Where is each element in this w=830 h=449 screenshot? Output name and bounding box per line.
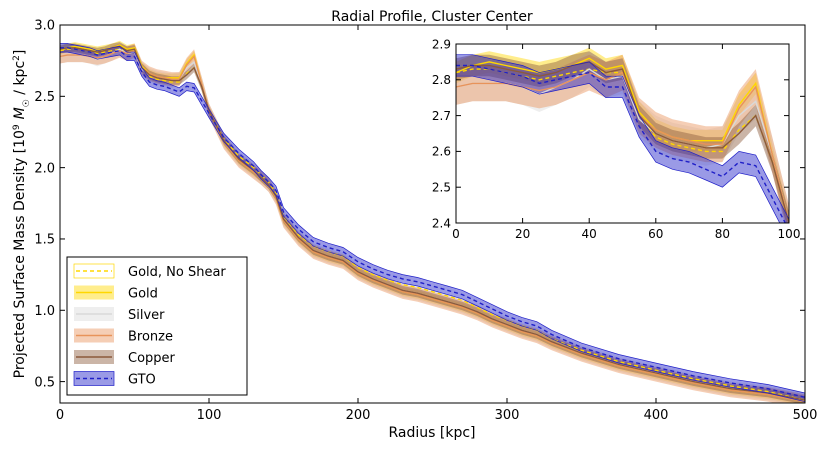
inset-y-tick-label: 2.9 — [432, 37, 451, 51]
legend: Gold, No Shear Gold Silver Bronze Copper GTO — [66, 256, 248, 396]
inset-line-copper — [456, 61, 789, 223]
inset-chart: 0 20 40 60 80 100 2.4 2.5 2.6 2.7 2.8 2.9 — [432, 37, 801, 241]
main-band-edge-gto — [60, 43, 805, 394]
inset-y-tick-label: 2.4 — [432, 216, 451, 230]
legend-frame — [66, 256, 248, 396]
y-axis-label-end: ] — [12, 50, 28, 55]
inset-x-tick-label: 80 — [715, 227, 730, 241]
inset-band-copper — [456, 51, 789, 223]
y-axis-label-msun: M — [12, 107, 28, 119]
inset-x-tick-label: 0 — [452, 227, 460, 241]
main-x-tick-label: 200 — [346, 408, 371, 423]
inset-band-edge-gto — [456, 54, 789, 220]
inset-band-bronze — [456, 54, 789, 223]
main-band-edge-gto — [60, 51, 805, 402]
inset-y-tick-label: 2.5 — [432, 181, 451, 195]
legend-swatch-frame-gold-no-shear — [73, 263, 115, 279]
main-x-tick-label: 0 — [56, 408, 64, 423]
main-y-tick-label: 2.0 — [34, 161, 55, 176]
main-x-tick-label: 100 — [197, 408, 222, 423]
legend-label-gold: Gold — [128, 287, 158, 302]
inset-series-lines — [456, 54, 789, 223]
y-axis-label-sun: ☉ — [22, 99, 32, 107]
inset-y-axis: 2.4 2.5 2.6 2.7 2.8 2.9 — [432, 37, 789, 230]
main-y-tick-label: 0.5 — [34, 375, 55, 390]
inset-line-gold — [456, 57, 789, 223]
legend-label-silver: Silver — [128, 308, 165, 323]
inset-x-axis: 0 20 40 60 80 100 — [452, 44, 800, 241]
x-axis-label: Radius [kpc] — [388, 425, 475, 441]
main-y-axis: 0.5 1.0 1.5 2.0 2.5 3.0 — [34, 19, 805, 390]
main-x-tick-label: 400 — [644, 408, 669, 423]
inset-y-tick-label: 2.8 — [432, 73, 451, 87]
inset-band-edge-gto — [456, 75, 781, 223]
main-x-axis: 0 100 200 300 400 500 — [56, 25, 818, 423]
legend-label-copper: Copper — [128, 351, 176, 366]
main-x-tick-label: 500 — [793, 408, 818, 423]
legend-label-gold-no-shear: Gold, No Shear — [128, 265, 226, 280]
y-axis-label-main: Projected Surface Mass Density [10 — [12, 130, 28, 378]
inset-x-tick-label: 20 — [515, 227, 530, 241]
y-axis-label-unit: / kpc — [12, 61, 28, 99]
inset-y-tick-label: 2.6 — [432, 145, 451, 159]
main-series-lines — [60, 43, 805, 403]
inset-line-gto — [456, 64, 787, 223]
legend-label-bronze: Bronze — [128, 330, 173, 345]
main-y-tick-label: 1.5 — [34, 233, 55, 248]
main-x-tick-label: 300 — [495, 408, 520, 423]
legend-label-gto: GTO — [128, 373, 156, 388]
inset-y-tick-label: 2.7 — [432, 109, 451, 123]
inset-plot-frame — [455, 43, 790, 224]
main-line-copper — [60, 45, 805, 401]
main-plot-frame — [59, 24, 806, 404]
main-y-tick-label: 1.0 — [34, 304, 55, 319]
legend-swatch-frame-gto — [73, 371, 115, 386]
y-axis-label-sup2: 2 — [12, 55, 22, 61]
main-y-tick-label: 2.5 — [34, 90, 55, 105]
y-axis-label-sup: 9 — [12, 124, 22, 130]
main-y-tick-label: 3.0 — [34, 19, 55, 34]
inset-x-tick-label: 100 — [778, 227, 801, 241]
inset-x-tick-label: 40 — [582, 227, 597, 241]
chart-title: Radial Profile, Cluster Center — [331, 9, 533, 25]
inset-x-tick-label: 60 — [648, 227, 663, 241]
y-axis-label: Projected Surface Mass Density [109 M☉ / … — [12, 50, 32, 379]
main-line-gto — [60, 47, 805, 398]
